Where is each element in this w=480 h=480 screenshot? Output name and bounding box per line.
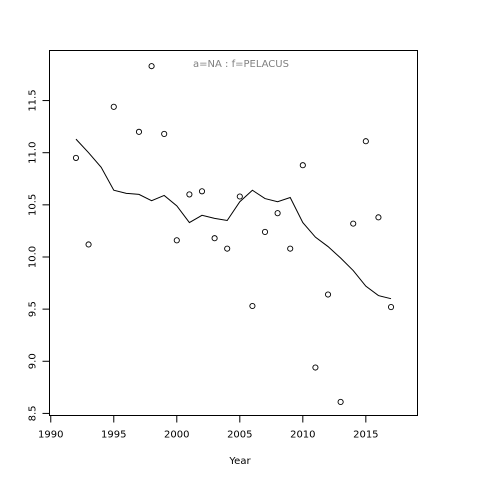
point (299, 162, 306, 169)
x-tick-label: 2005 (227, 430, 252, 441)
point (85, 241, 92, 248)
y-tick-label: 9.5 (28, 301, 39, 317)
point (198, 188, 206, 195)
point (337, 398, 344, 405)
chart-title: a=NA : f=PELACUS (193, 59, 289, 70)
x-tick-label: 2010 (290, 430, 315, 441)
point (110, 103, 117, 110)
point (362, 138, 369, 145)
y-tick-label: 10.5 (28, 194, 39, 216)
point (287, 245, 294, 252)
point (135, 128, 143, 135)
point (324, 291, 332, 298)
point (236, 193, 243, 200)
trend-line (75, 138, 392, 300)
point (387, 303, 395, 311)
point (274, 210, 281, 217)
x-tick-label: 1995 (101, 430, 126, 441)
point (186, 191, 193, 198)
point (161, 130, 168, 137)
point (350, 220, 357, 227)
point (249, 302, 256, 310)
point (211, 235, 218, 242)
x-tick-label: 2000 (164, 430, 189, 441)
point (312, 364, 319, 371)
point (224, 245, 231, 252)
y-tick-label: 11.0 (28, 142, 39, 164)
x-axis-label: Year (228, 456, 251, 467)
point (173, 237, 180, 244)
x-tick-label: 2015 (353, 430, 378, 441)
point (375, 214, 382, 221)
x-tick-label: 1990 (38, 430, 63, 441)
point (261, 228, 269, 236)
y-tick-label: 10.0 (28, 246, 39, 268)
y-tick-label: 9.0 (28, 353, 39, 369)
y-tick-label: 8.5 (28, 405, 39, 421)
point (72, 154, 80, 161)
y-tick-label: 11.5 (28, 89, 39, 111)
point (148, 63, 155, 70)
